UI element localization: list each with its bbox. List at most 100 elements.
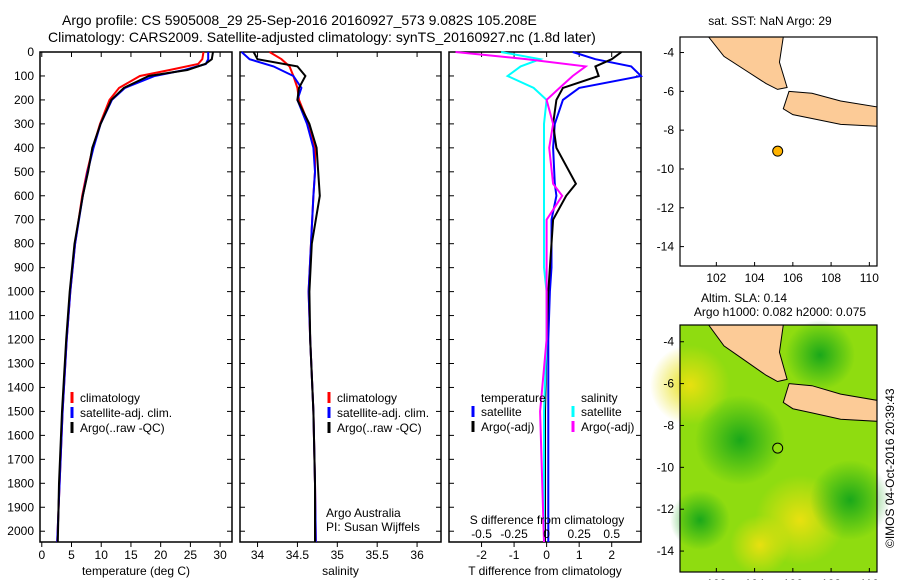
y-tick-label: 1800 (7, 476, 34, 490)
annotation: Argo Australia (326, 506, 401, 520)
x-tick-label: 20 (154, 548, 168, 562)
map-x-tick-label: 106 (783, 271, 803, 285)
y-tick-label: 600 (14, 189, 34, 203)
plot-frame-1 (239, 51, 442, 543)
x-tick-label: 36 (410, 548, 424, 562)
x2-axis-label: S difference from climatology (470, 513, 625, 527)
x-tick-label: 35 (331, 548, 345, 562)
legend-label: climatology (337, 391, 397, 405)
map-x-tick-label: 108 (821, 577, 841, 580)
y-tick-label: 2000 (7, 524, 34, 538)
map-x-tick-label: 108 (821, 271, 841, 285)
sla-blob (670, 490, 730, 550)
series-line-satellite-adj-clim- (240, 51, 317, 543)
y-tick-label: 1900 (7, 500, 34, 514)
series-line-s-satellite (500, 51, 548, 542)
x-tick-label: 30 (213, 548, 227, 562)
series-line-argo-raw-qc- (56, 51, 214, 543)
land (707, 324, 788, 383)
x-tick-label: 0 (543, 548, 550, 562)
y-tick-label: 400 (14, 141, 34, 155)
map-x-tick-label: 102 (706, 577, 726, 580)
map-y-tick-label: -6 (663, 377, 674, 391)
map-y-tick-label: -4 (663, 46, 674, 60)
map-y-tick-label: -8 (663, 418, 674, 432)
map-x-tick-label: 106 (783, 577, 803, 580)
land (707, 36, 788, 90)
y-tick-label: 1600 (7, 428, 34, 442)
map-frame (679, 324, 878, 573)
legend-label: Argo(..raw -QC) (337, 421, 422, 435)
series-line-s-argo-adj- (455, 51, 589, 543)
map-y-tick-label: -14 (657, 544, 675, 558)
x-tick-label: 0 (38, 548, 45, 562)
map-y-tick-label: -10 (657, 162, 675, 176)
y-tick-label: 700 (14, 213, 34, 227)
x2-tick-label: -0.25 (500, 527, 528, 541)
x-tick-label: 15 (124, 548, 138, 562)
series-line-climatology (56, 51, 205, 543)
legend-label: Argo(-adj) (581, 420, 634, 434)
credit: ©IMOS 04-Oct-2016 20:39:43 (883, 388, 897, 548)
x-tick-label: 34 (251, 548, 265, 562)
x-tick-label: 10 (95, 548, 109, 562)
map-y-tick-label: -10 (657, 460, 675, 474)
legend-label: Argo(..raw -QC) (80, 421, 165, 435)
legend-label: satellite (581, 405, 622, 419)
annotation: PI: Susan Wijffels (326, 520, 420, 534)
x-tick-label: 5 (68, 548, 75, 562)
legend-label: satellite-adj. clim. (337, 406, 429, 420)
x-tick-label: 25 (184, 548, 198, 562)
y-tick-label: 1200 (7, 333, 34, 347)
map-y-tick-label: -12 (657, 201, 675, 215)
series-line-satellite-adj-clim- (56, 52, 210, 543)
map-y-tick-label: -12 (657, 502, 675, 516)
y-tick-label: 300 (14, 117, 34, 131)
series-line-t-argo-adj- (544, 51, 623, 542)
x-tick-label: -2 (476, 548, 487, 562)
sla-blob (695, 395, 785, 485)
map-x-tick-label: 104 (745, 271, 765, 285)
y-tick-label: 0 (27, 45, 34, 59)
legend-label: satellite-adj. clim. (80, 406, 172, 420)
map-x-tick-label: 110 (860, 271, 879, 285)
x-axis-label: salinity (322, 564, 359, 578)
x-axis-label: T difference from climatology (468, 564, 622, 578)
title-line-2: Climatology: CARS2009. Satellite-adjuste… (48, 29, 596, 45)
y-tick-label: 1300 (7, 356, 34, 370)
x-tick-label: -1 (509, 548, 520, 562)
sla-blob (650, 345, 730, 425)
argo-float-marker (772, 442, 784, 454)
x-tick-label: 34.5 (286, 548, 310, 562)
map-x-tick-label: 110 (860, 577, 879, 580)
x-tick-label: 35.5 (366, 548, 390, 562)
land (782, 90, 878, 127)
y-tick-label: 1100 (8, 309, 34, 323)
legend-label: Argo(-adj) (481, 420, 534, 434)
y-tick-label: 900 (14, 261, 34, 275)
map-x-tick-label: 102 (706, 271, 726, 285)
legend-label: satellite (481, 405, 522, 419)
map-y-tick-label: -14 (657, 240, 675, 254)
x-tick-label: 1 (576, 548, 583, 562)
plot-frame-0 (39, 51, 233, 543)
y-tick-label: 800 (14, 237, 34, 251)
land (782, 383, 878, 422)
x2-tick-label: 0 (543, 527, 550, 541)
sla-blob (730, 515, 790, 575)
y-tick-label: 200 (14, 93, 34, 107)
y-tick-label: 1500 (7, 404, 34, 418)
y-tick-label: 1000 (7, 285, 34, 299)
x2-tick-label: 0.5 (603, 527, 620, 541)
map-y-tick-label: -8 (663, 123, 674, 137)
y-tick-label: 100 (14, 69, 34, 83)
map1-title: sat. SST: NaN Argo: 29 (708, 14, 832, 28)
map-y-tick-label: -4 (663, 335, 674, 349)
x2-tick-label: -0.5 (471, 527, 492, 541)
sla-blob (785, 320, 855, 390)
sla-blob (810, 460, 890, 540)
y-tick-label: 500 (14, 165, 34, 179)
map-x-tick-label: 104 (745, 577, 765, 580)
